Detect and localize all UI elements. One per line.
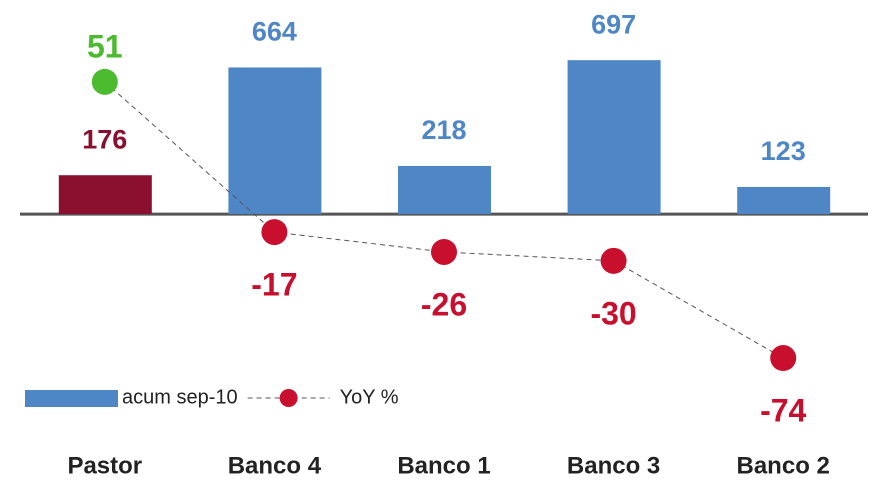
point: [770, 345, 797, 372]
data-label: 123: [761, 136, 806, 166]
data-label: 664: [252, 17, 297, 47]
point: [261, 219, 288, 246]
x-tick-label: Banco 1: [397, 452, 490, 479]
data-label: 51: [87, 28, 123, 64]
data-label: 697: [591, 9, 636, 39]
x-tick-label: Banco 2: [737, 452, 830, 479]
bar: [398, 165, 491, 215]
bar: [58, 175, 152, 215]
bar: [228, 67, 322, 215]
x-tick-label: Pastor: [67, 452, 142, 479]
legend-point: [279, 389, 298, 407]
data-label: 218: [421, 115, 466, 145]
x-tick-label: Banco 4: [228, 452, 322, 479]
data-label: -26: [421, 286, 467, 322]
x-tick-label: Banco 3: [567, 452, 660, 479]
point: [91, 68, 118, 95]
data-label: -30: [590, 295, 636, 331]
legend-swatch: [25, 390, 118, 407]
data-label: 176: [82, 124, 127, 154]
point: [600, 247, 627, 274]
point: [431, 238, 457, 265]
bar: [737, 186, 831, 215]
legend-label: acum sep-10: [122, 386, 238, 408]
legend-label: YoY %: [340, 386, 399, 408]
bar: [567, 60, 661, 215]
data-label: -74: [760, 392, 806, 428]
data-label: -17: [251, 267, 297, 303]
